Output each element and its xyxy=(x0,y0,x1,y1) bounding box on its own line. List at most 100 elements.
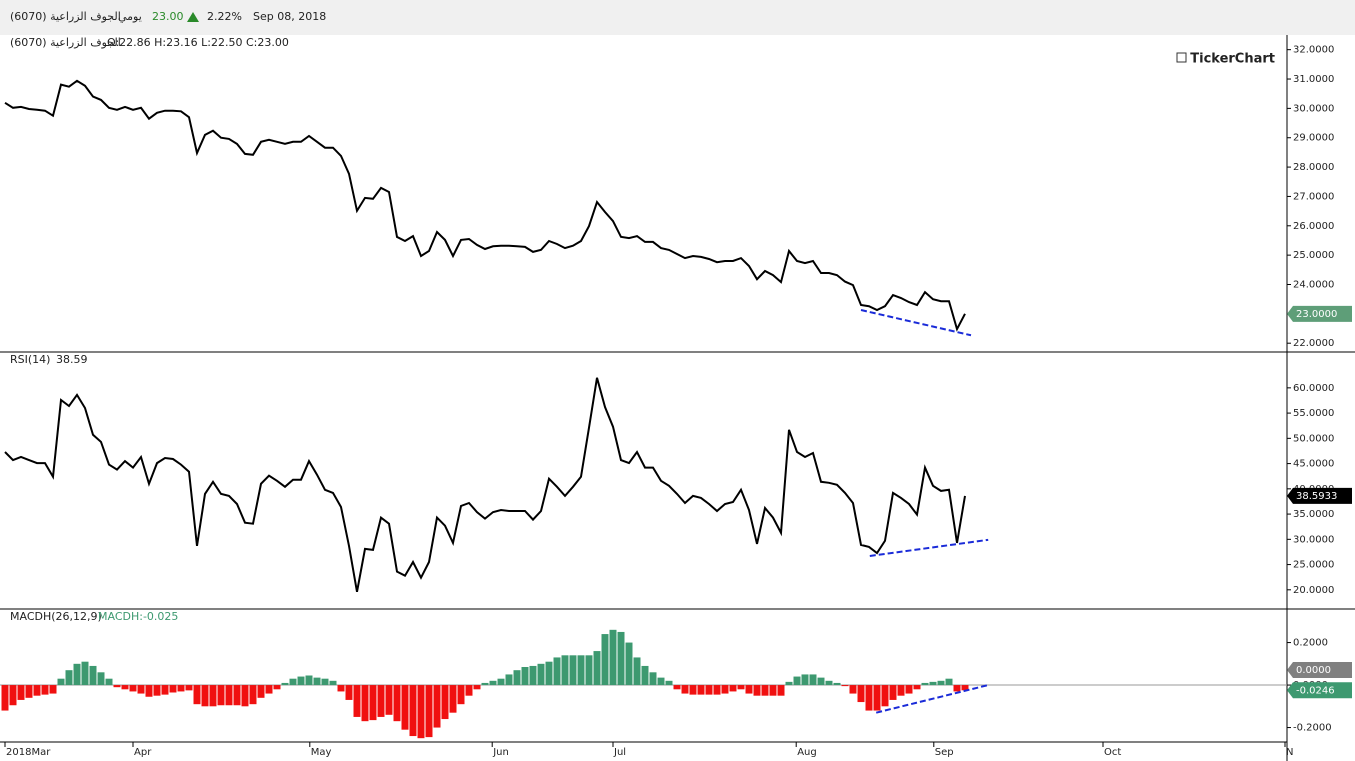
histogram-bar xyxy=(345,685,353,700)
y-tick-label: 22.0000 xyxy=(1293,338,1334,349)
y-tick-label: 20.0000 xyxy=(1293,585,1334,596)
histogram-bar xyxy=(673,685,681,690)
histogram-bar xyxy=(505,674,513,686)
y-tick-label: 29.0000 xyxy=(1293,133,1334,144)
x-tick-label: Jun xyxy=(492,747,509,758)
value-badge xyxy=(1287,682,1352,699)
histogram-bar xyxy=(41,685,49,695)
histogram-bar xyxy=(865,685,873,711)
histogram-bar xyxy=(809,674,817,686)
histogram-bar xyxy=(953,685,961,692)
histogram-bar xyxy=(569,655,577,686)
histogram-bar xyxy=(65,670,73,686)
panel-subtitle: MACDH:-0.025 xyxy=(98,610,178,623)
histogram-bar xyxy=(129,685,137,692)
histogram-bar xyxy=(633,657,641,686)
symbol-name: الجوف الزراعية (6070) xyxy=(10,10,121,23)
histogram-bar xyxy=(689,685,697,695)
histogram-bar xyxy=(193,685,201,705)
histogram-bar xyxy=(313,677,321,686)
histogram-bar xyxy=(785,681,793,686)
histogram-bar xyxy=(201,685,209,707)
trendline xyxy=(869,538,989,557)
value-badge xyxy=(1287,305,1352,322)
histogram-bar xyxy=(49,685,57,694)
histogram-bar xyxy=(177,685,185,692)
histogram-bar xyxy=(681,685,689,694)
value-badge-label: 23.0000 xyxy=(1296,309,1337,320)
last-price: 23.00 xyxy=(152,10,184,23)
histogram-bar xyxy=(161,685,169,695)
histogram-bar xyxy=(185,685,193,691)
histogram-bar xyxy=(417,685,425,739)
histogram-bar xyxy=(377,685,385,717)
histogram-bar xyxy=(937,680,945,686)
price-line xyxy=(4,79,966,332)
histogram-bar xyxy=(425,685,433,738)
change: 2.22% xyxy=(207,10,242,23)
panel-subtitle: O:22.86 H:23.16 L:22.50 C:23.00 xyxy=(107,36,289,49)
histogram-bar xyxy=(473,685,481,690)
histogram-bar xyxy=(649,672,657,686)
histogram-bar xyxy=(881,685,889,707)
y-tick-label: 0.2000 xyxy=(1293,638,1328,649)
histogram-bar xyxy=(641,665,649,686)
x-tick-label: Sep xyxy=(935,747,954,758)
histogram-bar xyxy=(777,685,785,696)
y-tick-label: 31.0000 xyxy=(1293,74,1334,85)
histogram-bar xyxy=(145,685,153,697)
histogram-bar xyxy=(97,672,105,686)
histogram-bar xyxy=(33,685,41,696)
y-tick-label: 30.0000 xyxy=(1293,103,1334,114)
panel-title: RSI(14) xyxy=(10,353,50,366)
histogram-bar xyxy=(409,685,417,737)
histogram-bar xyxy=(841,685,849,687)
value-badge-label: -0.0246 xyxy=(1296,685,1335,696)
histogram-bar xyxy=(889,685,897,700)
y-tick-label: 35.0000 xyxy=(1293,509,1334,520)
histogram-bar xyxy=(281,682,289,686)
histogram-bar xyxy=(713,685,721,695)
histogram-bar xyxy=(209,685,217,707)
y-tick-label: 32.0000 xyxy=(1293,45,1334,56)
value-badge-label: 0.0000 xyxy=(1296,665,1331,676)
y-tick-label: 60.0000 xyxy=(1293,383,1334,394)
histogram-bar xyxy=(833,682,841,686)
histogram-bar xyxy=(337,685,345,692)
histogram-bar xyxy=(737,685,745,690)
value-badge-label: 38.5933 xyxy=(1296,491,1337,502)
header-bar xyxy=(0,0,1355,35)
histogram-bar xyxy=(545,661,553,686)
panel-subtitle: 38.59 xyxy=(56,353,88,366)
histogram-bar xyxy=(257,685,265,698)
y-tick-label: 25.0000 xyxy=(1293,250,1334,261)
histogram-bar xyxy=(305,675,313,686)
histogram-bar xyxy=(329,680,337,686)
histogram-bar xyxy=(801,674,809,686)
histogram-bar xyxy=(825,680,833,686)
histogram-bar xyxy=(609,629,617,686)
x-tick-label: Apr xyxy=(134,747,152,758)
histogram-bar xyxy=(929,681,937,686)
y-tick-label: 25.0000 xyxy=(1293,560,1334,571)
histogram-bar xyxy=(873,685,881,711)
histogram-bar xyxy=(793,676,801,686)
y-tick-label: 45.0000 xyxy=(1293,459,1334,470)
histogram-bar xyxy=(401,685,409,730)
histogram-bar xyxy=(449,685,457,713)
up-arrow xyxy=(187,12,199,22)
histogram-bar xyxy=(113,685,121,688)
histogram-bar xyxy=(233,685,241,706)
y-tick-label: 30.0000 xyxy=(1293,534,1334,545)
price-line xyxy=(4,377,966,592)
x-tick-label: Oct xyxy=(1104,747,1121,758)
value-badge xyxy=(1287,662,1352,679)
histogram-bar xyxy=(961,685,969,691)
histogram-bar xyxy=(457,685,465,705)
histogram-bar xyxy=(561,655,569,686)
histogram-bar xyxy=(657,677,665,686)
histogram-bar xyxy=(817,677,825,686)
histogram-bar xyxy=(601,634,609,686)
watermark-icon xyxy=(1176,52,1187,63)
histogram-bar xyxy=(73,663,81,686)
